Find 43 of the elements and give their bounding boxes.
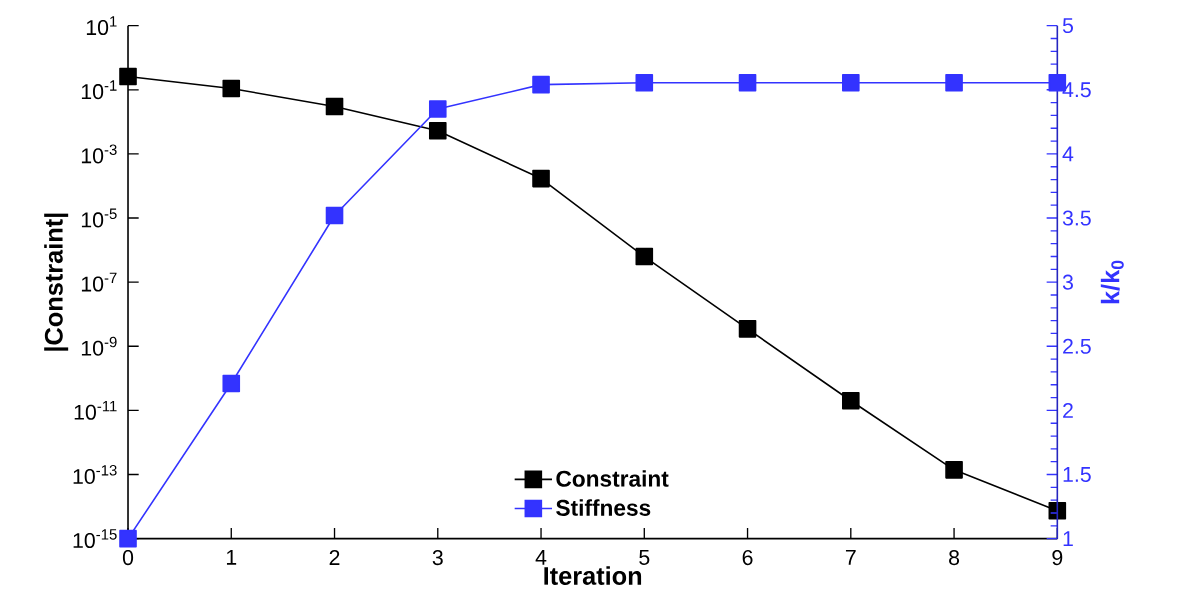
point [945, 461, 963, 479]
y-tick-label: 10$^{-3}$ [81, 144, 117, 164]
x-tick-label: 1 [226, 550, 237, 565]
x-tick-label: 7 [845, 550, 856, 565]
y-tick-label: 10$^{-9}$ [81, 336, 117, 356]
point [842, 391, 860, 410]
y-tick-label: 10$^{-1}$ [81, 80, 117, 100]
y2-tick-label: 2 [1063, 402, 1073, 418]
x-tick-label: 2 [329, 550, 340, 565]
point [1048, 501, 1067, 520]
y-tick-label: 10$^{-13}$ [73, 465, 117, 485]
y2-tick-label: 5 [1062, 18, 1073, 34]
x-tick-label: 4 [535, 550, 547, 565]
y2-tick-label: 1.5 [1063, 467, 1091, 482]
point [532, 169, 550, 188]
y-tick-label: 10$^{-11}$ [74, 401, 117, 420]
x-tick-label: 5 [639, 550, 650, 565]
x-tick-label: 8 [949, 550, 960, 566]
point [738, 320, 757, 338]
y2-tick-label: 3.5 [1062, 210, 1091, 226]
x-axis-title: Iteration [544, 566, 642, 585]
y-tick-label: 10$^{-15}$ [73, 529, 117, 549]
point [325, 97, 344, 116]
x-tick-label: 9 [1052, 550, 1063, 566]
x-tick-label: 0 [122, 550, 134, 566]
x-tick-label: 6 [742, 550, 753, 566]
y2-tick-label: 2.5 [1063, 338, 1091, 354]
y-tick-label: 10$^{1}$ [86, 16, 117, 36]
x-tick-label: 3 [432, 550, 443, 566]
y2-tick-label: 1 [1063, 531, 1073, 546]
y2-tick-label: 4.5 [1062, 82, 1091, 98]
point [635, 247, 654, 266]
legend-label: Stiffness [556, 499, 651, 516]
point [119, 67, 137, 86]
point [428, 121, 447, 140]
y2-axis-title: k/k$_{0}$ [1100, 260, 1124, 304]
point [222, 79, 241, 98]
y-tick-label: 10$^{-7}$ [81, 272, 117, 292]
y2-tick-label: 4 [1062, 146, 1074, 162]
y-tick-label: 10$^{-5}$ [81, 208, 117, 228]
y2-tick-label: 3 [1062, 274, 1073, 290]
legend-label: Constraint [556, 470, 669, 487]
y-axis-title: |Constraint| [44, 213, 69, 351]
